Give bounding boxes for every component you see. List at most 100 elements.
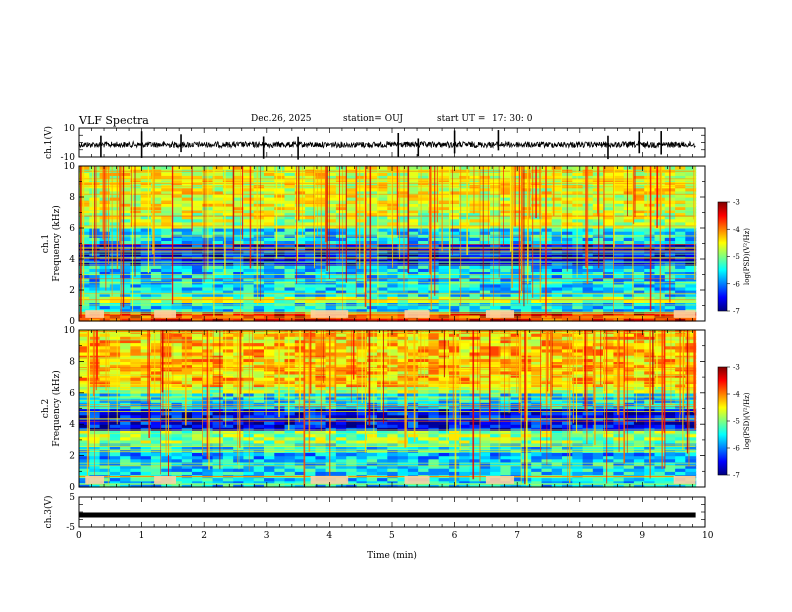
- ch2-spectrogram-cell: [192, 471, 203, 475]
- ch1-spectrogram-cell: [305, 203, 316, 207]
- ch1-spectrogram-cell: [613, 262, 625, 266]
- ch1-spectrogram-cell: [243, 237, 255, 241]
- ch2-spectrogram-cell: [335, 439, 347, 444]
- ch2-spectrogram-cell: [469, 439, 481, 444]
- ch2-spectrogram-cell: [284, 471, 296, 475]
- ch1-spectrogram-cell: [264, 302, 275, 307]
- ch1-spectrogram-cell: [603, 283, 614, 288]
- ch2-spectrogram-cell: [171, 421, 183, 425]
- ch1-spectrogram-cell: [428, 218, 440, 223]
- ch1-spectrogram-cell: [335, 172, 347, 176]
- ch2-spectrogram-cell: [150, 465, 162, 469]
- ch1-spectrogram-cell: [644, 190, 656, 195]
- ch1-spectrogram-cell: [284, 271, 296, 276]
- ch2-spectrogram-cell: [171, 427, 183, 431]
- ch1-spectrogram-cell: [79, 302, 90, 307]
- ch2-spectrogram-cell: [253, 477, 265, 482]
- ch1-spectrogram-cell: [428, 221, 440, 226]
- ch2-spectrogram-cell: [603, 414, 614, 419]
- ch2-spectrogram-cell: [212, 427, 224, 431]
- ch1-spectrogram-cell: [449, 187, 460, 192]
- ch2-spectrogram-cell: [428, 480, 440, 485]
- ch2-spectrogram-cell: [623, 483, 635, 488]
- ch1-spectrogram-cell: [150, 228, 162, 232]
- ch1-spectrogram-cell: [418, 212, 429, 217]
- ch1-spectrogram-cell: [212, 187, 224, 192]
- ch1-spectrogram-cell: [490, 283, 501, 288]
- ch1-spectrogram-cell: [438, 197, 450, 201]
- ch1-spectrogram-cell: [305, 231, 316, 235]
- ch2-spectrogram-cell: [520, 483, 532, 488]
- ch1-spectrogram-cell: [613, 172, 625, 176]
- ch1-spectrogram-cell: [510, 190, 522, 195]
- ch2-spectrogram-cell: [150, 452, 162, 457]
- ch2-spectrogram-cell: [161, 411, 173, 416]
- ch2-spectrogram-cell: [284, 433, 296, 438]
- ch2-spectrogram-cell: [407, 452, 419, 457]
- ch1-spectrogram-cell: [212, 209, 224, 214]
- ch2-spectrogram-cell: [438, 424, 450, 428]
- ch2-spectrogram-cell: [253, 465, 265, 469]
- ch2-spectrogram-cell: [253, 433, 265, 438]
- ch1-spectrogram-cell: [109, 237, 121, 241]
- ch1-spectrogram-cell: [541, 299, 553, 303]
- ch1-spectrogram-cell: [438, 290, 450, 294]
- ch1-spectrogram-cell: [150, 166, 162, 170]
- ch1-spectrogram-cell: [428, 172, 440, 176]
- ch1-spectrogram-cell: [335, 290, 347, 294]
- ch1-spectrogram-cell: [500, 166, 512, 170]
- ch1-spectrogram-cell: [325, 259, 337, 263]
- ch1-spectrogram-cell: [675, 290, 686, 294]
- ch2-spectrogram-cell: [212, 421, 224, 425]
- ch1-spectrogram-cell: [685, 290, 697, 294]
- ch1-spectrogram-cell: [510, 209, 522, 214]
- ch1-spectrogram-cell: [633, 299, 645, 303]
- ch1-spectrogram-cell: [120, 218, 131, 223]
- ch1-spectrogram-cell: [171, 203, 183, 207]
- ch1-spectrogram-cell: [500, 252, 512, 257]
- ch2-spectrogram-cell: [654, 455, 666, 460]
- ch1-spectrogram-cell: [418, 317, 429, 322]
- ch1-spectrogram-cell: [253, 262, 265, 266]
- start-time-value: 17: 30: 0: [492, 114, 533, 124]
- ch2-spectrogram-cell: [685, 433, 697, 438]
- ch1-spectrogram-cell: [181, 290, 193, 294]
- ch1-spectrogram-cell: [171, 206, 183, 210]
- ch1-spectrogram-cell: [633, 237, 645, 241]
- ch2-spectrogram-cell: [459, 417, 471, 422]
- ch1-spectrogram-cell: [500, 209, 512, 214]
- ch1-spectrogram-cell: [603, 172, 614, 176]
- ch1-spectrogram-cell: [212, 299, 224, 303]
- ch2-spectrogram-cell: [233, 417, 245, 422]
- ch1-spectrogram-cell: [685, 283, 697, 288]
- ch2-spectrogram-cell: [202, 483, 214, 488]
- ch1-spectrogram-cell: [572, 187, 584, 192]
- ch1-spectrogram-cell: [551, 203, 563, 207]
- ch2-spectrogram-cell: [633, 414, 645, 419]
- ch2-spectrogram-cell: [99, 477, 111, 482]
- ch2-spectrogram-cell: [407, 439, 419, 444]
- ch1-spectrogram-cell: [531, 286, 543, 291]
- ch1-spectrogram-cell: [623, 172, 635, 176]
- ch1-spectrogram-cell: [623, 271, 635, 276]
- ch1-spectrogram-cell: [459, 209, 471, 214]
- ch2-spectrogram-cell: [685, 436, 697, 441]
- ch1-spectrogram-cell: [243, 209, 255, 214]
- ch2-spectrogram-cell: [479, 417, 491, 422]
- ch1-spectrogram-cell: [510, 243, 522, 248]
- ch2-spectrogram-cell: [592, 411, 604, 416]
- ch1-spectrogram-colorbar-label: log(PSD)(V²/Hz): [743, 228, 751, 285]
- ch2-spectrogram-cell: [284, 424, 296, 428]
- ch1-spectrogram-cell: [79, 231, 90, 235]
- ch2-spectrogram-cell: [161, 468, 173, 472]
- ch1-spectrogram-cell: [500, 197, 512, 201]
- ch2-spectrogram-cell: [202, 468, 214, 472]
- ch1-spectrogram-cell: [120, 274, 131, 279]
- ch1-spectrogram-cell: [459, 172, 471, 176]
- ch2-spectrogram-cell: [531, 483, 543, 488]
- ch1-spectrogram-cell: [428, 293, 440, 297]
- ch1-spectrogram-cell: [633, 271, 645, 276]
- ch1-spectrogram-cell: [284, 218, 296, 223]
- ch1-spectrogram-cell: [264, 175, 275, 179]
- ch1-spectrogram-cell: [222, 277, 234, 282]
